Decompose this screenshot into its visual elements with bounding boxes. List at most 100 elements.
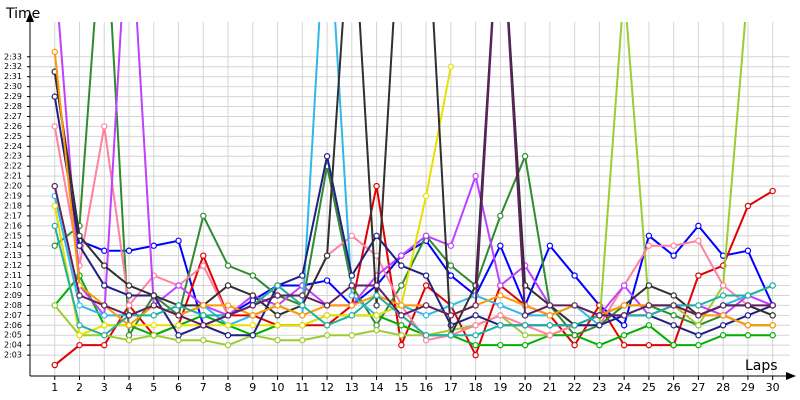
data-point <box>422 312 430 319</box>
x-tick-label: 29 <box>741 381 755 394</box>
data-point <box>101 247 108 254</box>
data-point <box>249 312 257 319</box>
data-point <box>150 242 157 249</box>
data-point <box>645 302 653 309</box>
x-tick-label: 9 <box>249 381 256 394</box>
y-tick-label: 2:31 <box>4 72 22 81</box>
data-point <box>125 322 133 329</box>
data-point <box>51 242 58 249</box>
data-point <box>323 332 331 339</box>
y-tick-label: 2:10 <box>4 281 22 290</box>
plot-area <box>51 22 776 369</box>
y-tick-label: 2:32 <box>4 62 22 71</box>
data-point <box>101 332 108 339</box>
data-point <box>695 222 702 230</box>
data-point <box>472 312 479 319</box>
data-point <box>447 63 455 70</box>
data-point <box>695 237 702 244</box>
data-point <box>645 282 653 289</box>
data-point <box>51 123 58 130</box>
y-tick-label: 2:12 <box>4 261 22 270</box>
data-point <box>596 312 603 319</box>
x-tick-label: 10 <box>271 381 285 394</box>
data-point <box>398 302 405 309</box>
data-point <box>497 242 504 249</box>
data-point <box>51 93 58 100</box>
data-point <box>447 272 455 279</box>
data-point <box>175 237 182 244</box>
data-point <box>497 292 504 299</box>
data-point <box>695 332 702 339</box>
data-point <box>620 332 628 339</box>
y-tick-label: 2:04 <box>4 341 22 350</box>
data-point <box>521 341 529 349</box>
data-point <box>497 312 504 319</box>
data-point <box>125 302 133 309</box>
data-point <box>249 302 257 309</box>
data-point <box>348 292 356 299</box>
data-point <box>571 341 578 349</box>
data-point <box>670 341 677 349</box>
data-point <box>224 322 232 329</box>
x-tick-label: 8 <box>225 381 232 394</box>
data-point <box>447 312 455 319</box>
data-point <box>546 242 554 249</box>
x-tick-label: 2 <box>76 381 83 394</box>
data-point <box>422 192 430 200</box>
data-point <box>101 322 108 329</box>
data-point <box>497 341 504 349</box>
data-point <box>398 332 405 339</box>
data-point <box>323 322 331 329</box>
data-point <box>200 302 207 309</box>
data-point <box>422 232 430 239</box>
data-point <box>373 232 380 239</box>
data-point <box>769 187 776 195</box>
data-point <box>175 282 182 289</box>
x-tick-label: 16 <box>419 381 433 394</box>
data-point <box>719 332 727 339</box>
y-tick-label: 2:33 <box>4 52 22 61</box>
data-point <box>497 322 504 329</box>
data-point <box>670 252 677 259</box>
data-point <box>521 312 529 319</box>
data-point <box>200 212 207 220</box>
y-tick-label: 2:20 <box>4 182 22 191</box>
data-point <box>571 302 578 309</box>
y-tick-label: 2:24 <box>4 142 22 151</box>
data-point <box>719 322 727 329</box>
y-tick-label: 2:29 <box>4 92 22 101</box>
data-point <box>101 282 108 289</box>
data-point <box>398 282 405 289</box>
data-point <box>695 312 702 319</box>
data-point <box>497 282 504 289</box>
x-tick-label: 13 <box>345 381 359 394</box>
data-point <box>769 302 776 309</box>
x-tick-label: 4 <box>126 381 133 394</box>
data-point <box>645 312 653 319</box>
y-tick-label: 2:11 <box>4 271 22 280</box>
data-point <box>769 322 776 329</box>
data-point <box>323 312 331 319</box>
data-point <box>348 302 356 309</box>
data-point <box>620 302 628 309</box>
x-tick-label: 3 <box>101 381 108 394</box>
y-tick-label: 2:19 <box>4 192 22 201</box>
y-tick-label: 2:09 <box>4 291 22 300</box>
data-point <box>125 292 133 299</box>
data-point <box>76 292 83 299</box>
y-tick-label: 2:17 <box>4 211 22 220</box>
y-tick-label: 2:30 <box>4 82 22 91</box>
data-point <box>695 302 702 309</box>
x-tick-label: 23 <box>592 381 606 394</box>
data-point <box>695 341 702 349</box>
data-point <box>249 332 257 339</box>
data-point <box>398 341 405 349</box>
data-point <box>249 292 257 299</box>
data-point <box>76 341 83 349</box>
x-tick-label: 14 <box>370 381 384 394</box>
data-point <box>299 292 306 299</box>
data-point <box>472 341 479 349</box>
y-tick-label: 2:22 <box>4 162 22 171</box>
data-point <box>546 322 554 329</box>
